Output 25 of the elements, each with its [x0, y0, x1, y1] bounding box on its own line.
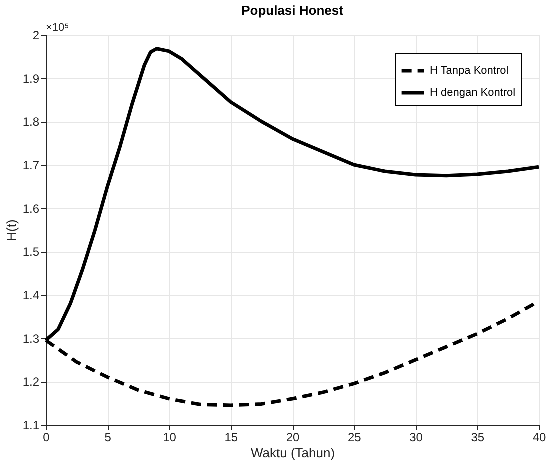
- chart-title: Populasi Honest: [242, 3, 344, 18]
- y-tick-label: 1.5: [22, 245, 40, 260]
- x-tick-label: 10: [163, 430, 177, 444]
- y-tick-label: 1.2: [22, 375, 40, 390]
- x-axis-title: Waktu (Tahun): [250, 446, 336, 460]
- text: ×10⁵: [46, 22, 70, 34]
- x-tick-label: 5: [104, 430, 112, 444]
- y-tick-label: 1.8: [22, 115, 40, 130]
- x-tick-label: 20: [286, 430, 300, 444]
- y-tick-label: 1.1: [22, 418, 40, 432]
- y-tick-label: 1.4: [22, 288, 40, 302]
- y-axis-title: H(t): [4, 220, 19, 242]
- x-tick-label: 15: [224, 430, 238, 444]
- x-tick-label: 30: [410, 430, 424, 444]
- x-tick-label: 35: [471, 430, 485, 444]
- y-tick-label: 1.6: [22, 202, 40, 216]
- legend-label: H dengan Kontrol: [430, 87, 516, 99]
- x-tick-label: 0: [43, 430, 50, 444]
- x-tick-label: 40: [532, 430, 546, 444]
- x-tick-label: 25: [348, 430, 362, 444]
- y-tick-label: 1.3: [22, 332, 40, 346]
- y-tick-label: 1.9: [22, 72, 40, 86]
- legend-label: H Tanpa Kontrol: [430, 65, 509, 77]
- y-tick-label: 2: [32, 28, 40, 42]
- y-tick-label: 1.7: [22, 158, 40, 172]
